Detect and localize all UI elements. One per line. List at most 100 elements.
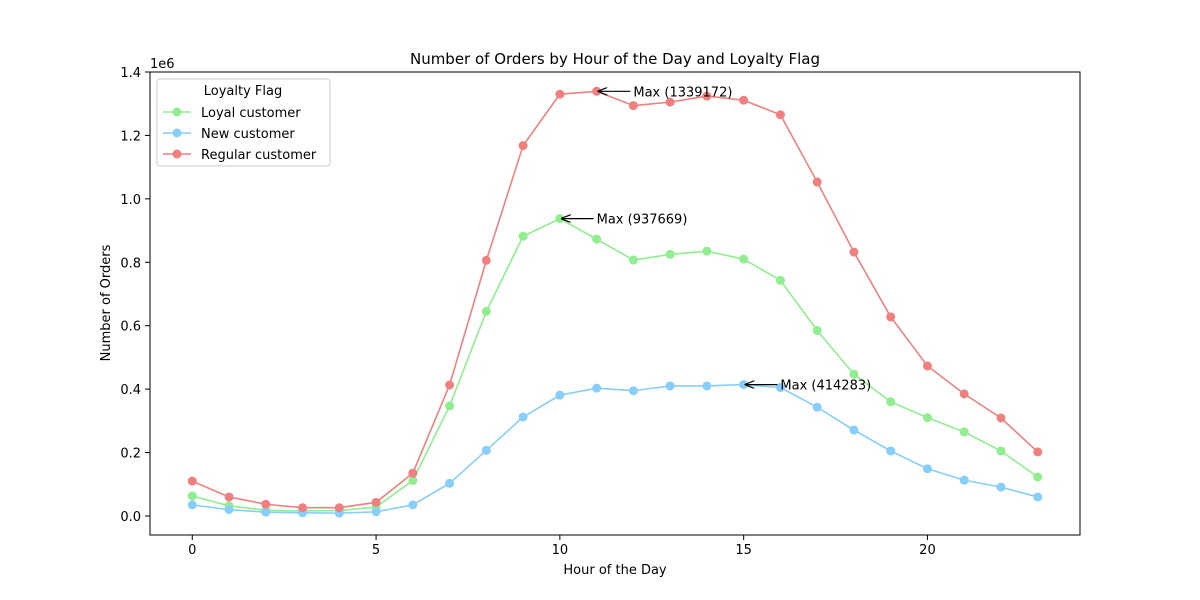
data-point [922,361,932,371]
data-point [849,247,859,257]
data-point [261,507,271,517]
y-axis: 0.0 0.2 0.4 0.6 0.8 1.0 1.2 1.4 [120,66,150,525]
annotation-layer: Max (937669) Max (414283) Max (1339172) [562,85,871,394]
series-line-regular-customer [191,90,1039,509]
legend-label: Regular customer [201,148,317,163]
data-point [996,482,1006,492]
legend: Loyalty Flag Loyal customer New customer R… [156,78,331,167]
x-tick-label: 0 [188,543,196,558]
y-tick-label: 1.2 [120,129,141,144]
y-tick-label: 1.4 [120,66,141,81]
y-tick-label: 0.0 [120,510,141,525]
legend-item: Regular customer [163,148,317,163]
legend-item: New customer [163,127,295,142]
y-tick-label: 0.8 [120,256,141,271]
x-axis: 0 5 10 15 20 [188,535,936,558]
data-point [592,383,602,393]
x-tick-label: 20 [919,543,936,558]
data-point [224,492,234,502]
data-point [445,478,455,488]
data-point [922,413,932,423]
data-point [518,231,528,241]
series-layer [187,86,1043,518]
data-point [334,503,344,513]
data-point [592,234,602,244]
legend-label: Loyal customer [201,106,301,121]
data-point [187,491,197,501]
data-point [628,386,638,396]
data-point [886,312,896,322]
legend-item: Loyal customer [163,106,301,121]
legend-title: Loyalty Flag [204,84,282,99]
series-regular-customer [187,86,1043,513]
series-new-customer [187,380,1043,518]
series-loyal-customer [187,214,1043,516]
data-point [518,141,528,151]
data-point [371,497,381,507]
y-tick-label: 0.4 [120,383,141,398]
data-point [812,177,822,187]
x-tick-label: 15 [735,543,752,558]
data-point [959,475,969,485]
data-point [187,476,197,486]
data-point [775,110,785,120]
data-point [371,507,381,517]
data-point [775,383,785,393]
data-point [702,91,712,101]
data-point [849,369,859,379]
data-point [445,401,455,411]
data-point [886,446,896,456]
data-point [1033,447,1043,457]
data-point [702,381,712,391]
data-point [518,412,528,422]
x-tick-label: 10 [552,543,569,558]
data-point [849,425,859,435]
y-scale-label: 1e6 [150,57,175,72]
series-line-loyal-customer [192,217,1039,512]
data-point [812,402,822,412]
data-point [555,390,565,400]
y-tick-label: 1.0 [120,193,141,208]
data-point [481,445,491,455]
data-point [187,500,197,510]
data-point [739,95,749,105]
data-point [628,101,638,111]
data-point [1033,492,1043,502]
y-tick-label: 0.6 [120,320,141,335]
data-point [224,505,234,515]
data-point [481,255,491,265]
x-tick-label: 5 [372,543,380,558]
annotation-label: Max (414283) [780,379,871,394]
data-point [775,275,785,285]
data-point [665,97,675,107]
data-point [665,381,675,391]
legend-swatch-marker [172,107,182,117]
data-point [665,249,675,259]
data-point [996,413,1006,423]
legend-label: New customer [201,127,295,142]
legend-swatch-marker [172,149,182,159]
x-axis-label: Hour of the Day [563,563,667,578]
data-point [408,500,418,510]
data-point [702,246,712,256]
legend-swatch-marker [172,128,182,138]
plot-frame [149,71,1081,536]
data-point [408,468,418,478]
data-point [555,89,565,99]
data-point [628,255,638,265]
data-point [996,446,1006,456]
chart-title: Number of Orders by Hour of the Day and … [410,50,820,68]
y-axis-label: Number of Orders [99,244,114,361]
annotation-label: Max (1339172) [633,85,732,100]
data-point [408,475,418,485]
data-point [922,464,932,474]
data-point [298,503,308,513]
y-tick-label: 0.2 [120,447,141,462]
data-point [739,254,749,264]
data-point [959,389,969,399]
legend-box [156,78,331,167]
series-line-new-customer [192,383,1038,514]
data-point [261,499,271,509]
annotation-label: Max (937669) [597,213,688,228]
